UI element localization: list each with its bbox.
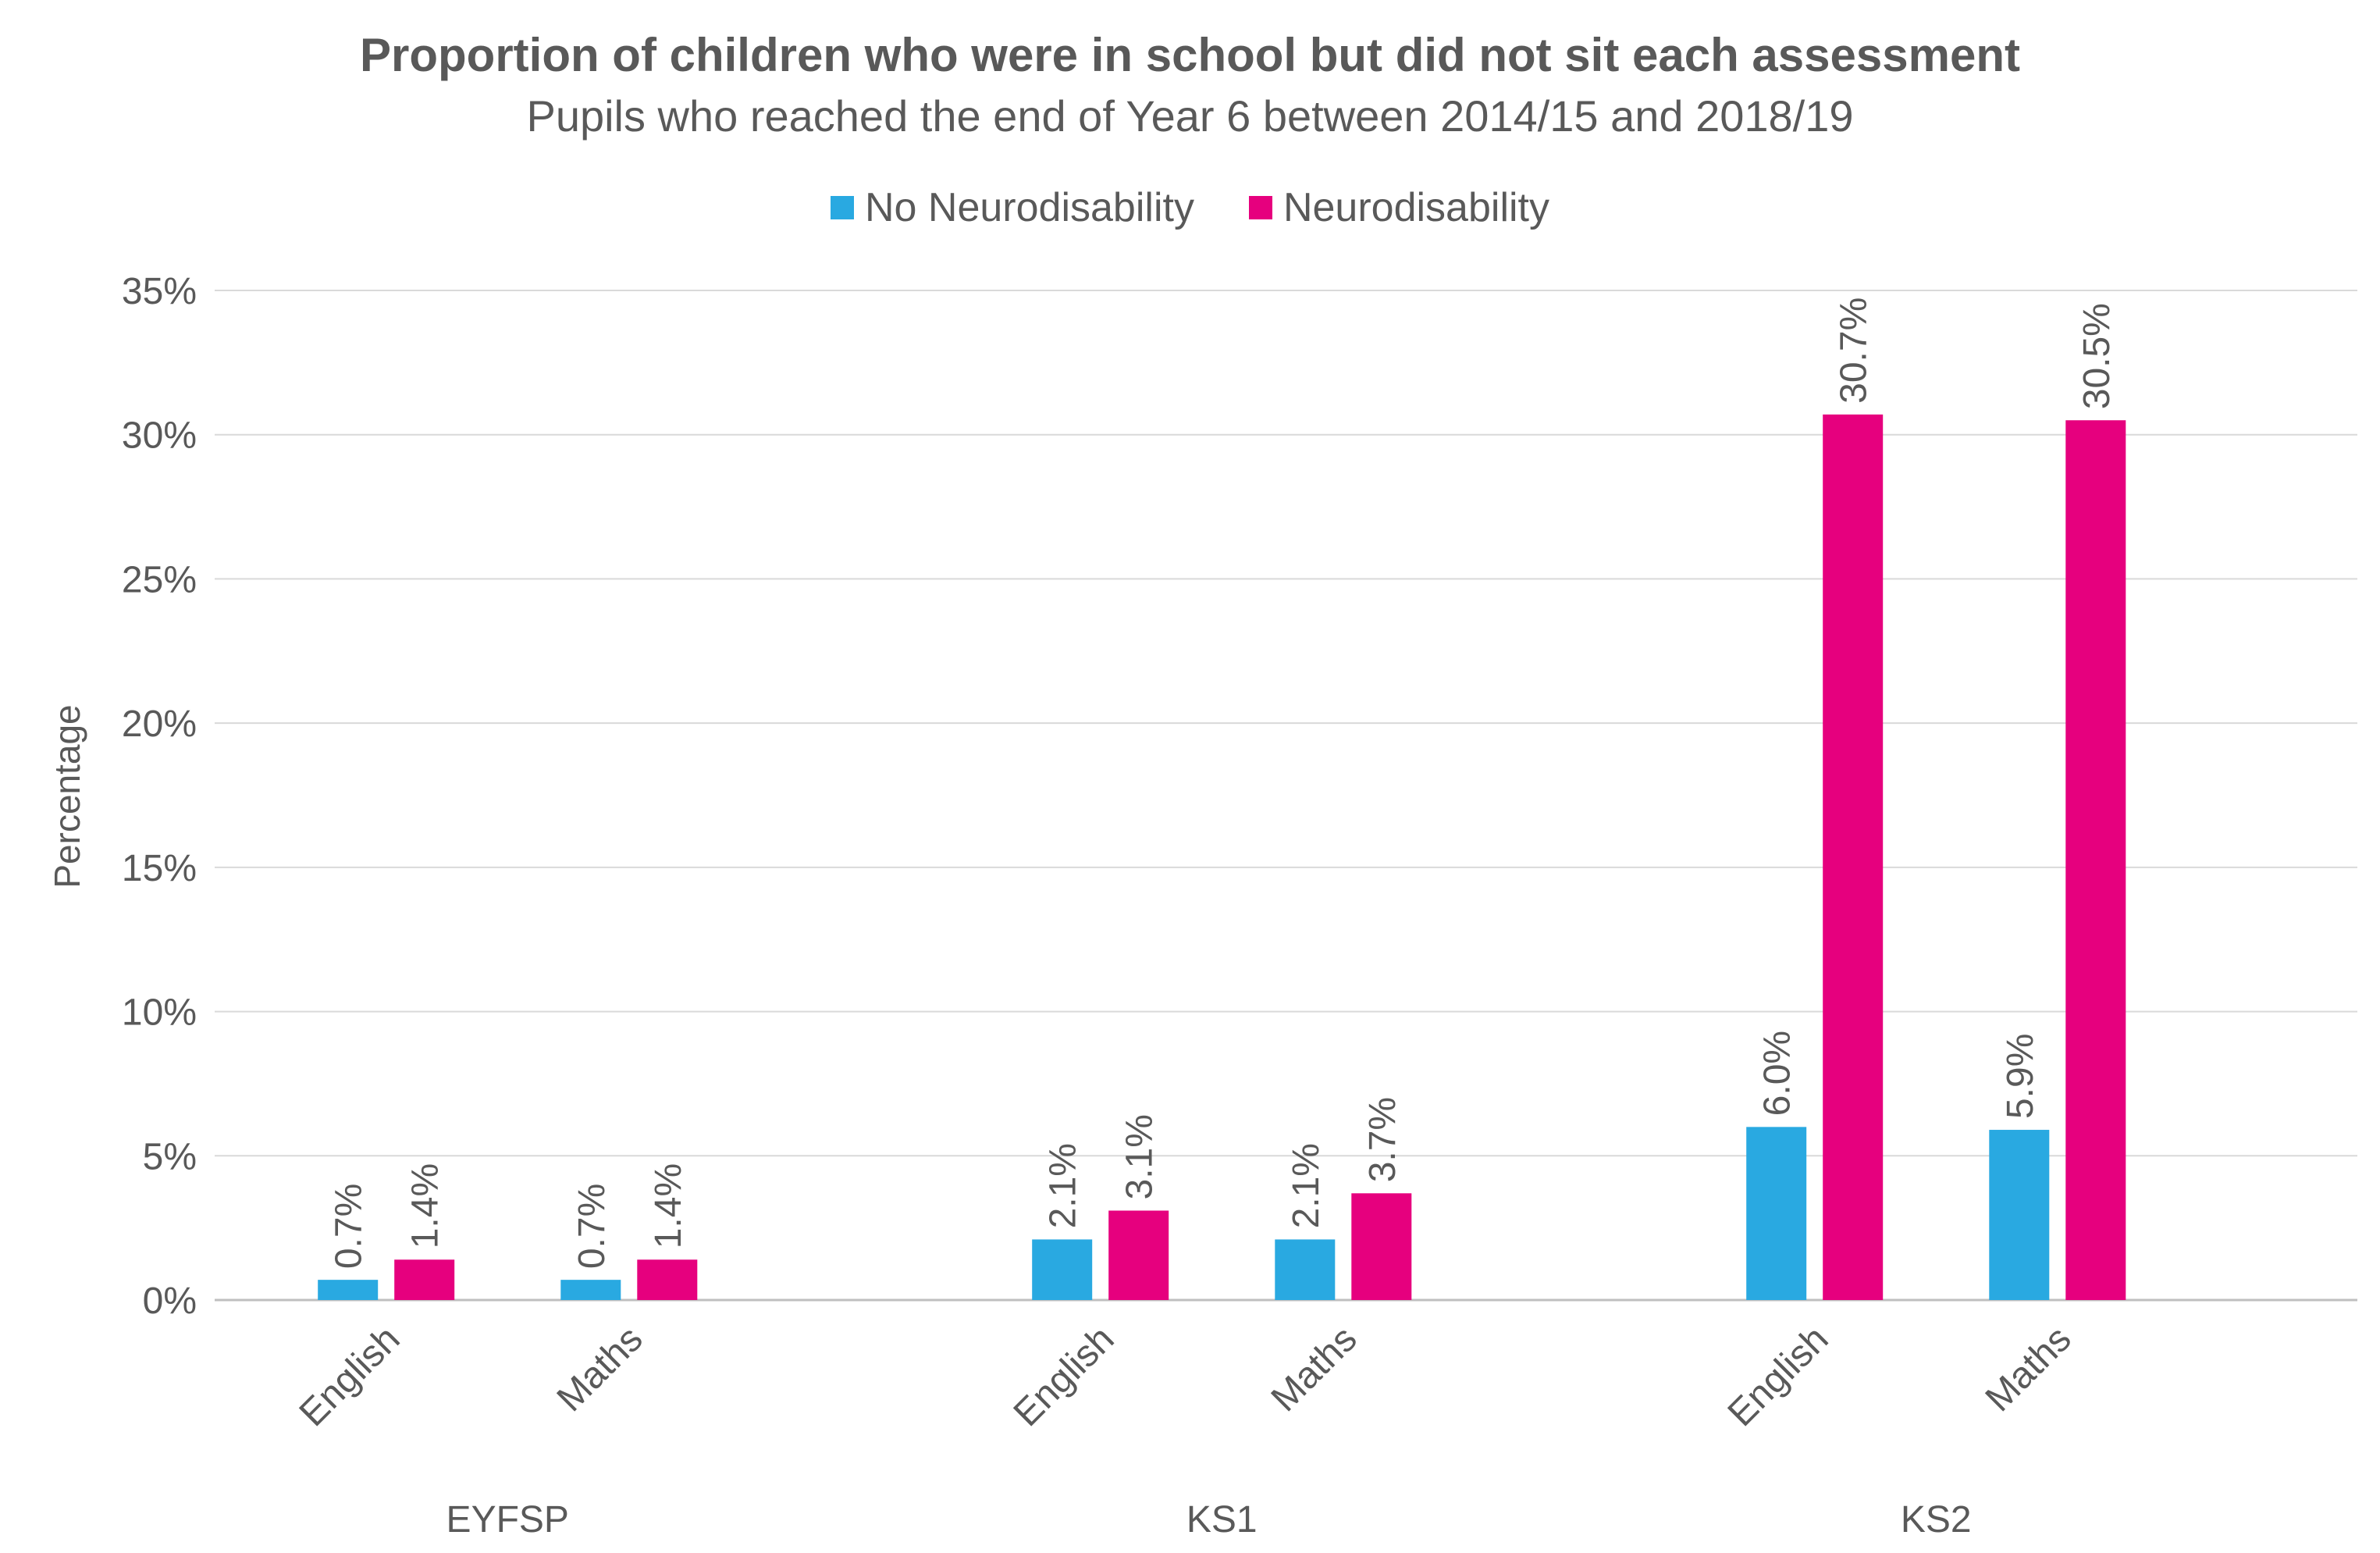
bar-no-neurodisability [1989,1130,2050,1300]
bar-no-neurodisability [560,1280,621,1300]
data-label: 30.7% [1834,297,1875,404]
bar-neurodisability [637,1259,698,1300]
y-tick-label: 25% [122,559,197,600]
legend-item-neurodisability: Neurodisability [1248,184,1549,231]
bar-neurodisability [1108,1210,1169,1300]
chart-title: Proportion of children who were in schoo… [360,29,2020,81]
legend-item-no-neurodisability: No Neurodisability [830,184,1194,231]
legend-label-no-neurodisability: No Neurodisability [864,185,1194,230]
bar-neurodisability [1351,1193,1412,1300]
y-axis-title: Percentage [47,704,87,888]
legend-swatch-no-neurodisability [830,196,854,219]
data-label: 0.7% [329,1184,370,1269]
x-category-label: Maths [1978,1318,2079,1419]
x-group-label: KS2 [1901,1499,1972,1541]
x-category-label: English [292,1318,408,1434]
data-label: 30.5% [2076,303,2118,409]
x-category-label: English [1006,1318,1122,1434]
y-tick-label: 10% [122,992,197,1034]
data-label: 2.1% [1286,1143,1327,1228]
legend: No Neurodisability Neurodisability [0,184,2380,231]
bar-no-neurodisability [1275,1239,1336,1300]
y-tick-label: 15% [122,848,197,889]
data-label: 1.4% [648,1163,689,1248]
legend-swatch-neurodisability [1248,196,1272,219]
y-tick-label: 5% [143,1136,197,1177]
x-group-label: KS1 [1186,1499,1258,1541]
bar-no-neurodisability [318,1280,379,1300]
bar-no-neurodisability [1746,1127,1807,1300]
x-category-label: English [1720,1318,1837,1434]
data-label: 1.4% [405,1163,446,1248]
bar-neurodisability [2065,420,2126,1300]
x-category-label: Maths [1264,1318,1365,1419]
y-tick-label: 20% [122,703,197,745]
y-tick-label: 0% [143,1281,197,1322]
x-category-label: Maths [550,1318,651,1419]
x-group-label: EYFSP [446,1499,569,1541]
bar-neurodisability [1823,414,1884,1301]
bar-no-neurodisability [1032,1239,1093,1300]
data-label: 2.1% [1043,1143,1084,1228]
data-label: 3.7% [1362,1097,1403,1182]
data-label: 6.0% [1757,1031,1798,1116]
y-tick-label: 30% [122,415,197,457]
data-label: 5.9% [2000,1034,2041,1119]
y-tick-label: 35% [122,271,197,312]
data-label: 0.7% [571,1184,613,1269]
bar-neurodisability [394,1259,455,1300]
data-label: 3.1% [1119,1114,1161,1199]
legend-label-neurodisability: Neurodisability [1282,185,1549,230]
chart-subtitle: Pupils who reached the end of Year 6 bet… [526,91,1854,141]
